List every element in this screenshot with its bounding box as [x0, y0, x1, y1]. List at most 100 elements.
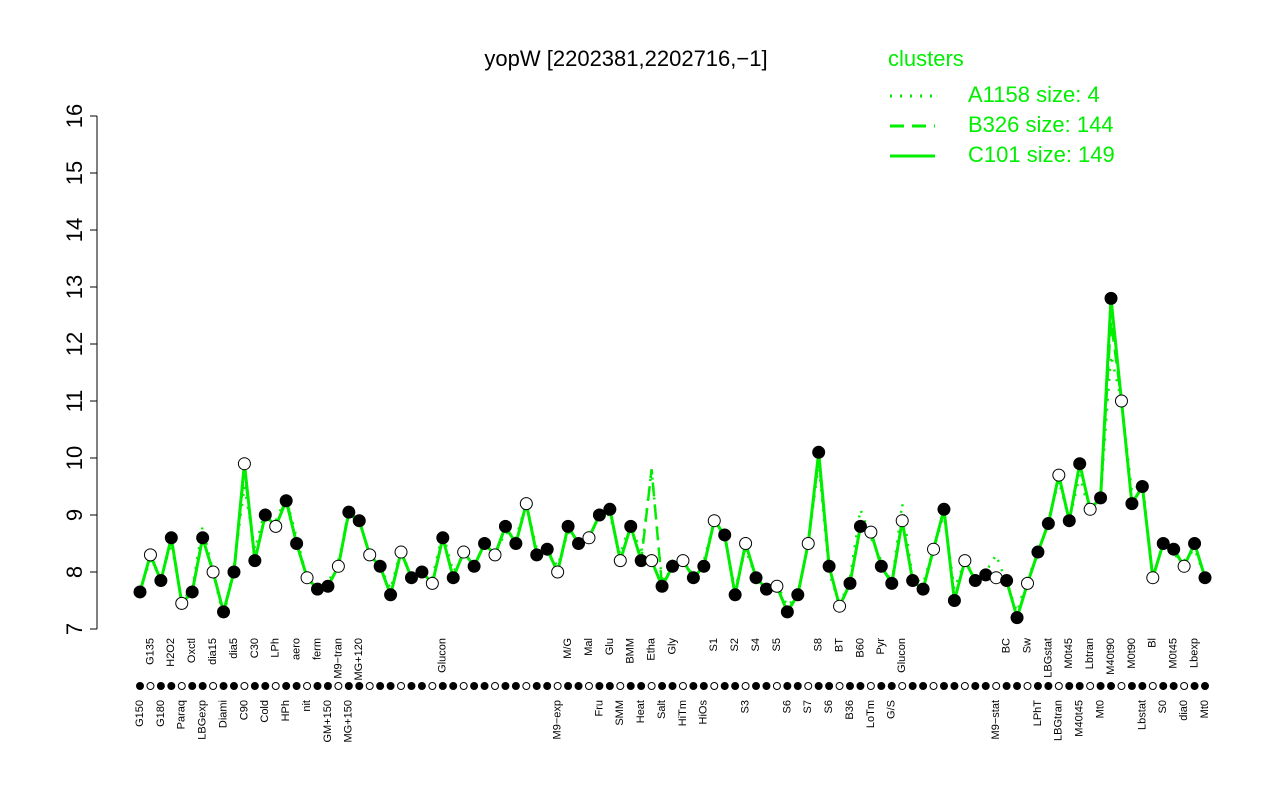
rug-dot	[1054, 682, 1063, 690]
rug-dot	[720, 682, 729, 690]
rug-dot	[668, 682, 677, 690]
x-tick-label: S4	[750, 638, 762, 651]
rug-dot	[167, 682, 176, 690]
data-point	[728, 588, 742, 602]
y-tick-label: 8	[62, 566, 87, 578]
rug-dot	[772, 682, 781, 690]
rug-dot	[626, 682, 635, 690]
data-point	[1104, 291, 1118, 305]
rug-dot	[553, 682, 562, 690]
y-tick-label: 13	[62, 275, 87, 299]
rug-dot	[710, 682, 719, 690]
x-tick-label: Cold	[259, 700, 271, 723]
x-tick-label: MG+120	[353, 638, 365, 681]
rug-dot	[1117, 682, 1126, 690]
x-tick-label: SMM	[614, 700, 626, 726]
data-point	[843, 576, 857, 590]
y-tick-label: 16	[62, 104, 87, 128]
data-point	[300, 571, 314, 585]
data-point	[739, 537, 753, 550]
x-tick-label: S2	[729, 638, 741, 651]
data-point	[947, 594, 961, 607]
rug-dot	[825, 682, 834, 690]
x-tick-label: M/G	[562, 638, 574, 659]
rug-dot	[136, 682, 144, 690]
data-point	[1188, 537, 1202, 550]
data-point	[707, 514, 721, 528]
rug-dot	[1096, 682, 1105, 690]
x-tick-label: LoTm	[865, 700, 877, 728]
x-tick-label: M40t45	[1074, 700, 1086, 737]
data-point	[425, 576, 439, 590]
rug-dot	[1013, 682, 1022, 690]
data-point	[331, 559, 345, 573]
rug-dot	[835, 682, 844, 690]
rug-dot	[887, 682, 896, 690]
data-point	[1198, 571, 1212, 585]
x-tick-label: Glucon	[896, 638, 908, 673]
data-point	[540, 542, 554, 556]
rug-dot	[543, 682, 552, 690]
rug-dot	[929, 682, 938, 690]
x-tick-label: S8	[813, 638, 825, 651]
rug-dot	[365, 682, 374, 690]
rug-dot	[397, 682, 406, 690]
legend-label: B326 size: 144	[968, 112, 1114, 137]
data-point	[624, 519, 638, 533]
rug-dot	[511, 682, 520, 690]
data-point	[864, 525, 878, 539]
x-tick-label: HiTm	[677, 700, 689, 726]
rug-dot	[616, 682, 625, 690]
rug-dot	[303, 682, 312, 690]
series-line	[138, 355, 1207, 618]
x-tick-label: HiOs	[698, 700, 710, 725]
x-tick-label: S6	[823, 700, 835, 713]
data-point	[185, 585, 199, 599]
data-point	[561, 519, 575, 533]
data-point	[457, 545, 471, 559]
rug-dot	[877, 682, 886, 690]
data-point	[958, 554, 972, 568]
data-point	[1000, 574, 1014, 588]
x-tick-label: Mt0	[1199, 700, 1211, 718]
rug-dot	[407, 682, 416, 690]
rug-dot	[908, 682, 917, 690]
data-point	[384, 588, 398, 602]
rug-dot	[1065, 682, 1074, 690]
x-tick-label: Sw	[1021, 638, 1033, 653]
data-point	[1156, 537, 1170, 550]
x-tick-label: Mt0	[1094, 700, 1106, 718]
rug-dot	[449, 682, 458, 690]
x-tick-label: Heat	[635, 700, 647, 723]
x-tick-label: LBGexp	[197, 700, 209, 740]
data-point	[394, 545, 408, 559]
rug-dot	[240, 682, 249, 690]
data-point	[290, 537, 304, 550]
x-tick-label: Mal	[583, 638, 595, 656]
data-point	[645, 554, 659, 568]
data-point	[874, 559, 888, 573]
rug-dot	[814, 682, 823, 690]
data-point	[258, 508, 272, 522]
x-tick-label: BMM	[625, 638, 637, 664]
data-point	[269, 519, 283, 533]
rug-dot	[971, 682, 980, 690]
rug-dot	[480, 682, 489, 690]
rug-dot	[355, 682, 364, 690]
y-tick-label: 11	[62, 390, 87, 413]
rug-dot	[177, 682, 186, 690]
data-point	[1031, 545, 1045, 559]
data-point	[551, 565, 565, 579]
data-point	[927, 542, 941, 556]
data-point	[1052, 468, 1066, 482]
data-point	[822, 559, 836, 573]
rug-dot	[1190, 682, 1199, 690]
rug-dot	[1138, 682, 1147, 690]
data-point	[1135, 480, 1149, 493]
rug-dot	[323, 682, 332, 690]
x-tick-label: Paraq	[176, 700, 188, 729]
rug-dot	[417, 682, 426, 690]
rug-dot	[793, 682, 802, 690]
data-point	[1041, 517, 1055, 531]
data-point	[446, 571, 460, 585]
